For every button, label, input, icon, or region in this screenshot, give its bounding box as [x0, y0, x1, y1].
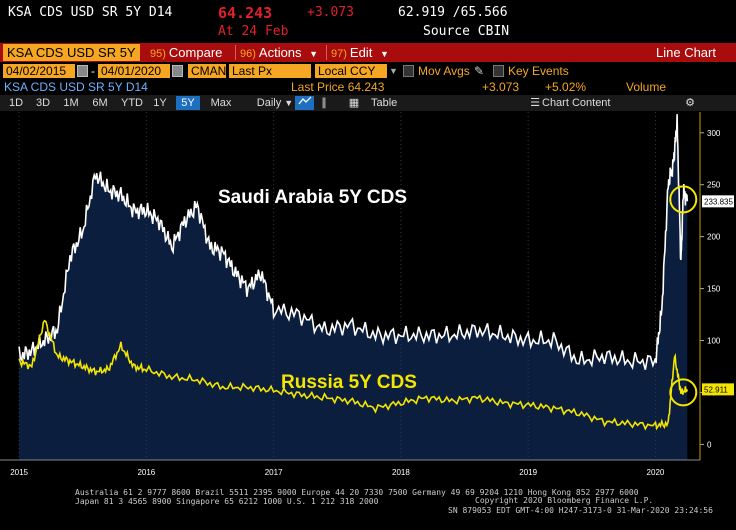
line-chart-icon[interactable]	[295, 96, 314, 110]
ksa-annotation: Saudi Arabia 5Y CDS	[218, 187, 407, 208]
table-button[interactable]: Table	[371, 97, 398, 109]
period-button-6m[interactable]: 6M	[92, 97, 108, 109]
date-range-dash: -	[91, 64, 95, 78]
start-date-field[interactable]: 04/02/2015	[3, 64, 75, 78]
last-price-label: Last Price 64.243	[291, 80, 385, 94]
series-name: KSA CDS USD SR 5Y D14	[4, 80, 148, 94]
y-tick-label: 200	[707, 233, 721, 242]
russia-highlight-circle	[669, 378, 698, 407]
x-tick-label: 2018	[392, 468, 410, 477]
x-tick-label: 2015	[10, 468, 28, 477]
frequency-dropdown[interactable]: Daily ▼	[256, 97, 294, 109]
mov-avgs-label[interactable]: Mov Avgs	[418, 64, 470, 78]
key-events-checkbox[interactable]	[493, 65, 504, 77]
price-change: +3.073	[307, 5, 354, 20]
price-date: At 24 Feb	[218, 24, 289, 39]
bar-chart-icon[interactable]: ∥	[321, 97, 327, 109]
edit-button[interactable]: 97) Edit ▼	[331, 45, 389, 60]
x-tick-label: 2019	[519, 468, 537, 477]
menu-divider	[326, 45, 327, 60]
key-events-label[interactable]: Key Events	[508, 64, 569, 78]
currency-dropdown-icon[interactable]: ▼	[389, 66, 398, 76]
russia-annotation: Russia 5Y CDS	[281, 372, 417, 393]
field-selector[interactable]: Last Px	[229, 64, 311, 78]
dropdown-arrow-icon: ▼	[379, 49, 389, 59]
russia-series-line	[18, 319, 689, 431]
period-button-ytd[interactable]: YTD	[121, 97, 143, 109]
period-toolbar: 1D 3D 1M 6M YTD 1Y 5Y Max Daily ▼ ∥ ▦ Table ☰ C…	[0, 95, 736, 111]
mode-field[interactable]: CMAN	[188, 64, 226, 78]
ksa-highlight-circle	[669, 185, 698, 214]
menu-divider	[235, 45, 236, 60]
y-tick-label: 0	[707, 440, 712, 449]
russia-last-value-label-box	[702, 383, 734, 396]
security-name: KSA CDS USD SR 5Y D14	[8, 5, 173, 20]
period-button-5y[interactable]: 5Y	[176, 96, 200, 110]
y-tick-label: 250	[707, 181, 721, 190]
price-source: Source CBIN	[423, 24, 510, 39]
security-header: KSA CDS USD SR 5Y D14 64.243 +3.073 62.9…	[0, 0, 736, 42]
pencil-icon[interactable]: ✎	[474, 64, 485, 78]
russia-last-value-label: 52.911	[704, 385, 728, 394]
y-tick-label: 150	[707, 285, 721, 294]
calendar-icon[interactable]	[172, 65, 183, 77]
info-percent: +5.02%	[545, 80, 587, 94]
end-date-field[interactable]: 04/01/2020	[98, 64, 170, 78]
footer-copyright: Copyright 2020 Bloomberg Finance L.P.	[475, 496, 654, 505]
calendar-icon[interactable]	[77, 65, 88, 77]
currency-selector[interactable]: Local CCY	[315, 64, 387, 78]
period-button-max[interactable]: Max	[210, 97, 232, 109]
dropdown-arrow-icon: ▼	[309, 49, 319, 59]
ksa-last-value-label-box	[702, 195, 734, 208]
bloomberg-footer: Australia 61 2 9777 8600 Brazil 5511 239…	[0, 484, 736, 530]
dropdown-arrow-icon: ▼	[284, 98, 294, 108]
last-price: 64.243	[218, 4, 273, 22]
ksa-series-line	[18, 114, 689, 370]
mov-avgs-checkbox[interactable]	[403, 65, 414, 77]
period-button-1m[interactable]: 1M	[63, 97, 79, 109]
x-tick-label: 2020	[647, 468, 665, 477]
footer-phones-line2: Japan 81 3 4565 8900 Singapore 65 6212 1…	[75, 497, 379, 506]
period-button-3d[interactable]: 3D	[35, 97, 51, 109]
ksa-area-fill	[19, 114, 688, 460]
compare-button[interactable]: 95) Compare	[150, 45, 223, 60]
footer-phones-line1: Australia 61 2 9777 8600 Brazil 5511 239…	[75, 488, 639, 497]
chart-content-button[interactable]: Chart Content	[542, 97, 611, 109]
x-tick-label: 2016	[137, 468, 155, 477]
ticker-field[interactable]: KSA CDS USD SR 5Y	[3, 44, 140, 61]
period-button-1d[interactable]: 1D	[8, 97, 24, 109]
table-icon[interactable]: ▦	[348, 97, 360, 109]
ksa-last-value-label: 233.835	[704, 197, 733, 206]
series-info-bar: KSA CDS USD SR 5Y D14 Last Price 64.243 …	[0, 79, 736, 94]
footer-session: SN 879053 EDT GMT-4:00 H247-3173-0 31-Ma…	[448, 506, 713, 515]
chart-options-bar: 04/02/2015 - 04/01/2020 CMAN Last Px Loc…	[0, 63, 736, 79]
actions-button[interactable]: 96) Actions ▼	[240, 45, 319, 60]
chart-content-icon[interactable]: ☰	[530, 97, 540, 109]
period-button-1y[interactable]: 1Y	[153, 97, 167, 109]
x-tick-label: 2017	[265, 468, 283, 477]
line-chart-view-label: Line Chart	[656, 45, 716, 60]
y-tick-label: 100	[707, 337, 721, 346]
volume-label: Volume	[626, 80, 667, 94]
function-menubar: KSA CDS USD SR 5Y 95) Compare 96) Actions …	[0, 43, 736, 62]
gear-icon[interactable]: ⚙	[685, 97, 695, 109]
line-chart: 2015201620172018201920200501001502002503…	[0, 112, 736, 484]
y-tick-label: 300	[707, 129, 721, 138]
day-range: 62.919 /65.566	[398, 5, 508, 20]
info-change: +3.073	[482, 80, 520, 94]
